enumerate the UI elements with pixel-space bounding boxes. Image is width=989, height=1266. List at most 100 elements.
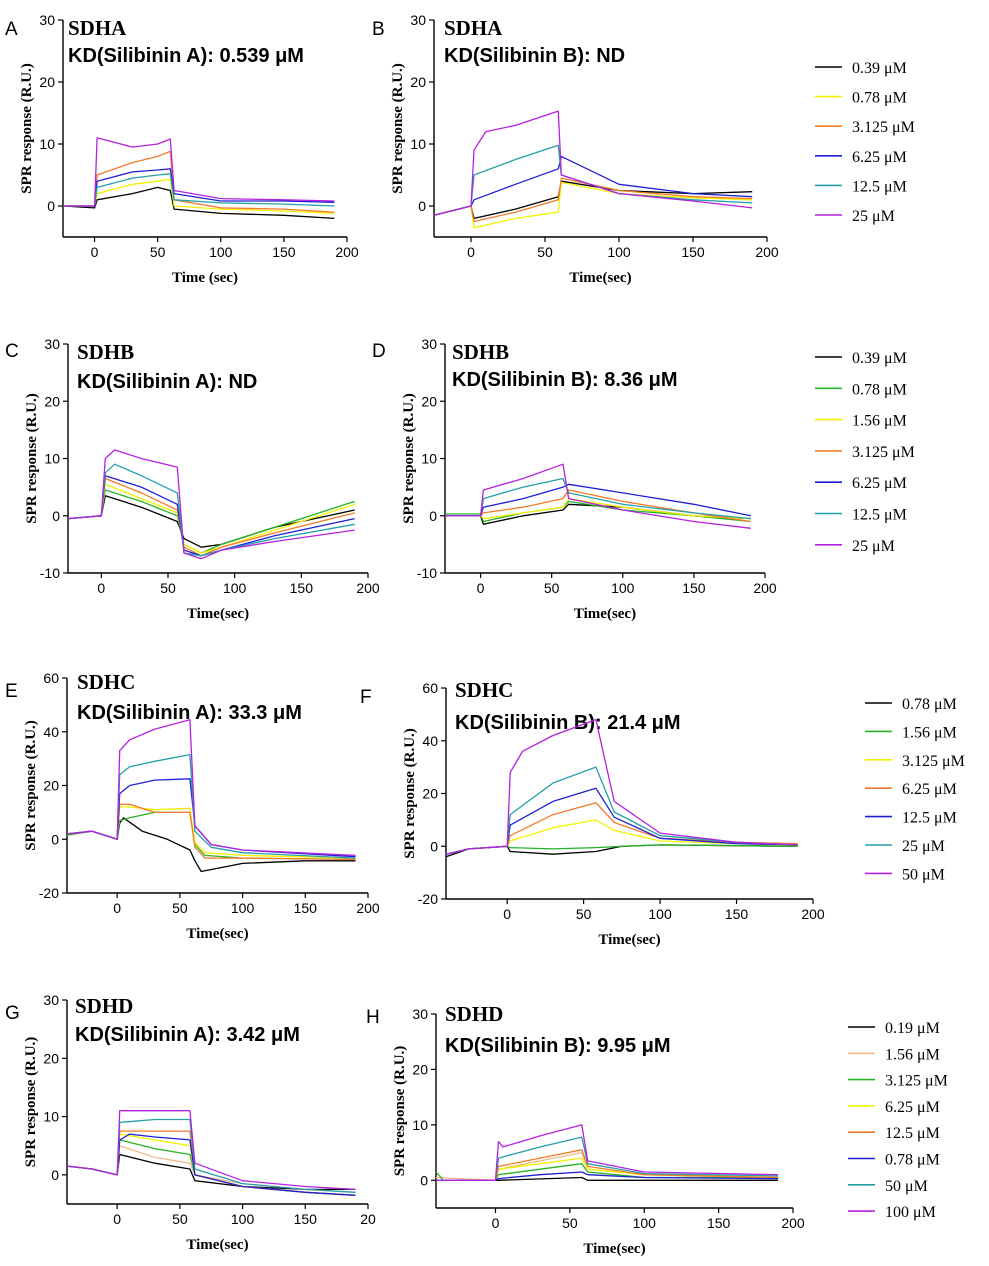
x-tick-label: 100 xyxy=(611,580,635,596)
series-line xyxy=(433,110,753,216)
x-tick-label: 100 xyxy=(648,906,672,922)
y-tick-label: 20 xyxy=(422,786,438,802)
legend-label: 6.25 μM xyxy=(885,1099,940,1116)
series-line xyxy=(66,719,356,857)
y-tick-label: 0 xyxy=(420,1172,428,1188)
y-tick-label: 30 xyxy=(421,336,437,352)
x-tick-label: 0 xyxy=(113,900,121,916)
x-axis-label: Time(sec) xyxy=(598,932,660,948)
series-line xyxy=(63,173,335,207)
x-tick-label: 50 xyxy=(172,1211,188,1227)
x-tick-label: 150 xyxy=(272,244,296,260)
x-tick-label: 200 xyxy=(801,906,825,922)
legend-label: 0.19 μM xyxy=(885,1020,940,1037)
panel-title: SDHA xyxy=(444,16,503,40)
panel-letter: G xyxy=(5,1003,20,1024)
y-tick-label: 20 xyxy=(412,1061,428,1077)
x-tick-label: 50 xyxy=(172,900,188,916)
kd-prefix: KD(Silibinin B): xyxy=(452,369,604,391)
legend-label: 12.5 μM xyxy=(852,507,907,524)
kd-prefix: KD(Silibinin A): xyxy=(68,45,219,67)
x-tick-label: 200 xyxy=(356,580,380,596)
series-line xyxy=(66,1133,356,1196)
x-tick-label: 0 xyxy=(503,906,511,922)
legend-label: 0.78 μM xyxy=(852,90,907,107)
legend-label: 1.56 μM xyxy=(852,413,907,430)
x-tick-label: 100 xyxy=(231,1211,255,1227)
x-tick-label: 20 xyxy=(360,1211,376,1227)
series-line xyxy=(433,177,753,223)
series-line xyxy=(67,449,355,560)
series-line xyxy=(63,178,335,215)
series-line xyxy=(66,1130,356,1196)
legend-label: 12.5 μM xyxy=(902,810,957,827)
series-line xyxy=(433,155,753,216)
x-tick-label: 50 xyxy=(576,906,592,922)
y-tick-label: 40 xyxy=(43,724,59,740)
x-tick-label: 50 xyxy=(160,580,176,596)
panel-letter: B xyxy=(372,19,385,40)
y-tick-label: 0 xyxy=(47,198,55,214)
y-tick-label: 20 xyxy=(43,1050,59,1066)
panel-letter: C xyxy=(5,341,19,362)
x-axis-label: Time(sec) xyxy=(569,270,631,286)
x-tick-label: 200 xyxy=(356,900,380,916)
series-line xyxy=(67,477,355,557)
panel-e: E SDHC KD(Silibinin A): 33.3 μM -20 0 20 40 60 0… xyxy=(5,670,380,942)
y-tick-label: 0 xyxy=(430,838,438,854)
y-tick-label: -10 xyxy=(40,565,60,581)
x-tick-label: 150 xyxy=(681,244,705,260)
x-tick-label: 0 xyxy=(113,1211,121,1227)
y-tick-label: 0 xyxy=(51,831,59,847)
y-tick-label: 30 xyxy=(39,12,55,28)
panel-title: SDHA xyxy=(68,16,127,40)
y-tick-label: 60 xyxy=(43,670,59,686)
x-tick-label: 50 xyxy=(537,244,553,260)
y-tick-label: 20 xyxy=(44,393,60,409)
series-line xyxy=(433,144,753,216)
y-tick-label: 10 xyxy=(44,451,60,467)
legend-label: 100 μM xyxy=(885,1204,936,1221)
kd-value: ND xyxy=(228,371,257,393)
x-tick-label: 50 xyxy=(150,244,166,260)
panel-letter: H xyxy=(366,1007,380,1028)
y-tick-label: 60 xyxy=(422,680,438,696)
y-tick-label: 10 xyxy=(410,136,426,152)
y-tick-label: 30 xyxy=(412,1006,428,1022)
panel-title: SDHC xyxy=(455,678,513,702)
y-axis-label: SPR response (R.U.) xyxy=(392,1046,408,1177)
x-axis-label: Time(sec) xyxy=(186,926,248,942)
y-axis-label: SPR response (R.U.) xyxy=(401,393,417,524)
panel-title: SDHB xyxy=(77,340,134,364)
kd-prefix: KD(Silibinin A): xyxy=(75,1024,226,1046)
kd-label: KD(Silibinin A): 3.42 μM xyxy=(75,1024,300,1046)
x-tick-label: 200 xyxy=(781,1215,805,1231)
x-tick-label: 150 xyxy=(707,1215,731,1231)
kd-value: 9.95 μM xyxy=(597,1035,670,1057)
series-line xyxy=(433,181,753,229)
legend-row1: 0.39 μM 0.78 μM 3.125 μM 6.25 μM 12.5 μM 25 μ… xyxy=(815,60,915,225)
y-tick-label: 0 xyxy=(51,1167,59,1183)
series-line xyxy=(67,483,355,554)
y-tick-label: 0 xyxy=(418,198,426,214)
x-axis-label: Time(sec) xyxy=(583,1241,645,1257)
series-line xyxy=(66,753,356,859)
kd-value: 8.36 μM xyxy=(604,369,677,391)
series-line xyxy=(66,803,356,861)
series-line xyxy=(445,497,751,520)
legend-row2: 0.39 μM 0.78 μM 1.56 μM 3.125 μM 6.25 μM 12.5… xyxy=(815,350,915,555)
kd-label: KD(Silibinin B): ND xyxy=(444,45,625,67)
y-tick-label: 30 xyxy=(44,336,60,352)
y-tick-label: 20 xyxy=(43,778,59,794)
x-tick-label: 150 xyxy=(294,1211,318,1227)
x-tick-label: 100 xyxy=(223,580,247,596)
y-tick-label: 10 xyxy=(421,451,437,467)
panel-letter: F xyxy=(360,687,372,708)
panel-title: SDHB xyxy=(452,340,509,364)
kd-value: ND xyxy=(596,45,625,67)
panel-d: D SDHB KD(Silibinin B): 8.36 μM -10 0 10 20 30 0… xyxy=(372,336,777,622)
legend-label: 12.5 μM xyxy=(885,1125,940,1142)
legend-label: 0.78 μM xyxy=(885,1152,940,1169)
legend-label: 3.125 μM xyxy=(902,753,965,770)
